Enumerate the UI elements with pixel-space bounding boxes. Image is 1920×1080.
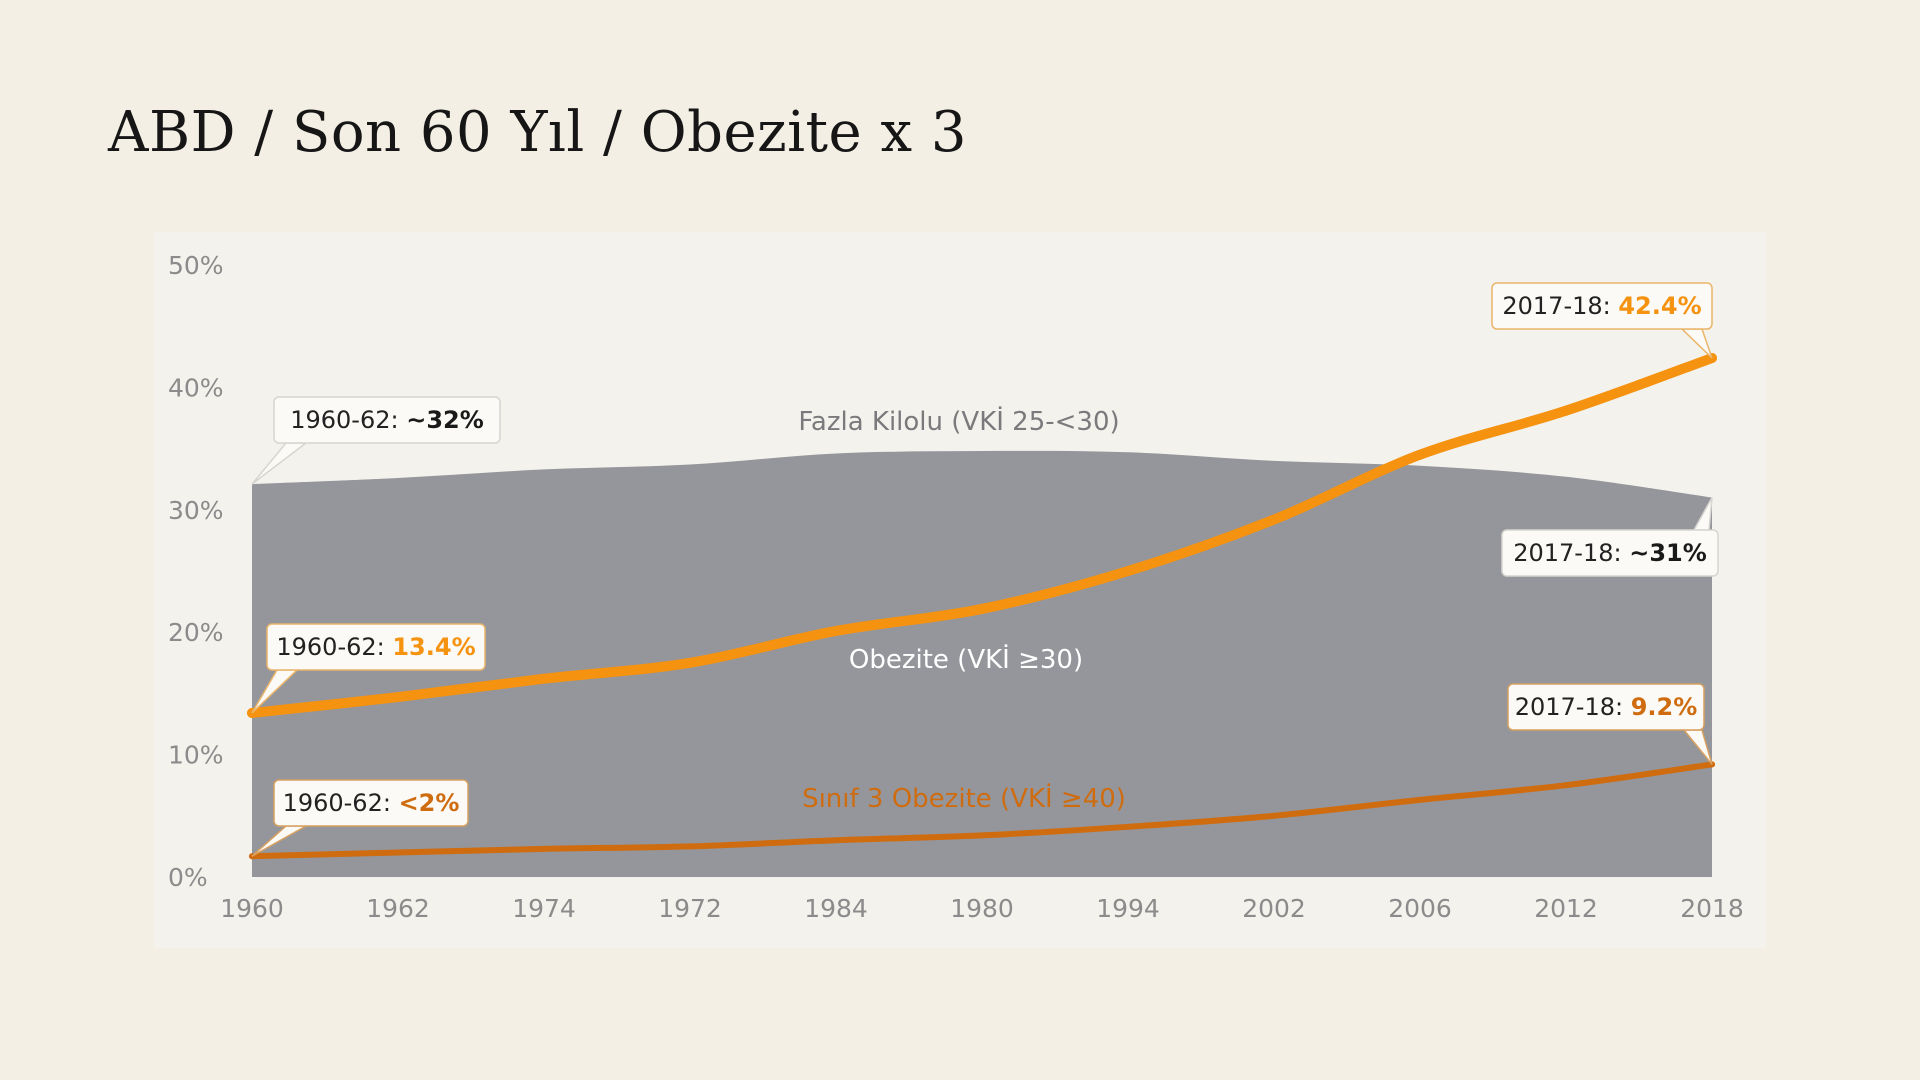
callout-label: 2017-18: ~31% bbox=[1513, 539, 1707, 567]
y-tick-label: 50% bbox=[168, 251, 224, 280]
callout-label: 2017-18: 42.4% bbox=[1502, 292, 1701, 320]
obesity-trend-chart: 0% 10% 20% 30% 40% 50% 1960 1962 1974 1972 1984 198… bbox=[168, 251, 1744, 923]
obesity-point bbox=[831, 625, 841, 636]
x-tick-label: 1962 bbox=[366, 894, 430, 923]
callout-box bbox=[1501, 529, 1719, 577]
severe-obesity-point bbox=[541, 845, 547, 852]
callout-value: 42.4% bbox=[1618, 292, 1701, 320]
callout-box bbox=[266, 623, 486, 671]
callout-prefix: 1960-62: bbox=[283, 789, 399, 817]
y-tick-label: 20% bbox=[168, 618, 224, 647]
y-tick-label: 30% bbox=[168, 496, 224, 525]
x-tick-label: 1960 bbox=[220, 894, 284, 923]
callout-box bbox=[1491, 282, 1713, 330]
y-tick-label: 10% bbox=[168, 741, 224, 770]
callout-label: 1960-62: <2% bbox=[283, 789, 460, 817]
obesity-series-label: Obezite (VKİ ≥30) bbox=[849, 643, 1083, 675]
obesity-point bbox=[1123, 566, 1133, 576]
callout-value: ~31% bbox=[1629, 539, 1707, 567]
callout-prefix: 1960-62: bbox=[276, 633, 392, 661]
obesity-point bbox=[977, 603, 987, 614]
x-tick-label: 2002 bbox=[1242, 894, 1306, 923]
slide-title: ABD / Son 60 Yıl / Obezite x 3 bbox=[108, 100, 967, 165]
x-tick-label: 1994 bbox=[1096, 894, 1160, 923]
obesity-point bbox=[1269, 514, 1279, 525]
severe-obesity-point bbox=[687, 843, 693, 850]
callout-pointer bbox=[1680, 328, 1713, 359]
y-tick-label: 40% bbox=[168, 373, 224, 402]
x-tick-label: 2018 bbox=[1680, 894, 1744, 923]
x-tick-label: 2006 bbox=[1388, 894, 1452, 923]
severe-obesity-point bbox=[1271, 812, 1277, 819]
obesity-point bbox=[393, 692, 403, 703]
callout-box bbox=[273, 779, 469, 827]
y-tick-label: 0% bbox=[168, 863, 208, 892]
callout-prefix: 2017-18: bbox=[1502, 292, 1618, 320]
severe-obesity-series-label: Sınıf 3 Obezite (VKİ ≥40) bbox=[802, 782, 1126, 814]
obesity-point bbox=[1415, 449, 1425, 460]
x-tick-label: 1972 bbox=[658, 894, 722, 923]
severe-obesity-point bbox=[1563, 782, 1569, 789]
obesity-point bbox=[1561, 405, 1571, 416]
severe-obesity-point bbox=[395, 849, 401, 856]
callout-label: 2017-18: 9.2% bbox=[1515, 693, 1698, 721]
overweight-area bbox=[252, 450, 1712, 877]
x-tick-label: 1974 bbox=[512, 894, 576, 923]
severe-obesity-point bbox=[979, 832, 985, 839]
x-tick-label: 2012 bbox=[1534, 894, 1598, 923]
callout-box bbox=[273, 396, 501, 444]
callout-value: 9.2% bbox=[1631, 693, 1698, 721]
severe-obesity-point bbox=[1125, 823, 1131, 830]
severe-obesity-point bbox=[833, 837, 839, 844]
chart-panel: 0% 10% 20% 30% 40% 50% 1960 1962 1974 1972 1984 198… bbox=[154, 232, 1766, 948]
callout-label: 1960-62: ~32% bbox=[290, 406, 484, 434]
x-tick-label: 1980 bbox=[950, 894, 1014, 923]
callout-label: 1960-62: 13.4% bbox=[276, 633, 475, 661]
callout-prefix: 2017-18: bbox=[1515, 693, 1631, 721]
callout-prefix: 2017-18: bbox=[1513, 539, 1629, 567]
callout-box bbox=[1507, 683, 1705, 731]
callout-pointer bbox=[251, 442, 309, 485]
obesity-point bbox=[539, 673, 549, 684]
x-tick-label: 1984 bbox=[804, 894, 868, 923]
callout-prefix: 1960-62: bbox=[290, 406, 406, 434]
callout-value: 13.4% bbox=[392, 633, 475, 661]
severe-obesity-point bbox=[1417, 796, 1423, 803]
callout-value: <2% bbox=[399, 789, 460, 817]
overweight-series-label: Fazla Kilolu (VKİ 25-<30) bbox=[798, 405, 1119, 437]
obesity-point bbox=[685, 657, 695, 668]
callout-value: ~32% bbox=[406, 406, 484, 434]
